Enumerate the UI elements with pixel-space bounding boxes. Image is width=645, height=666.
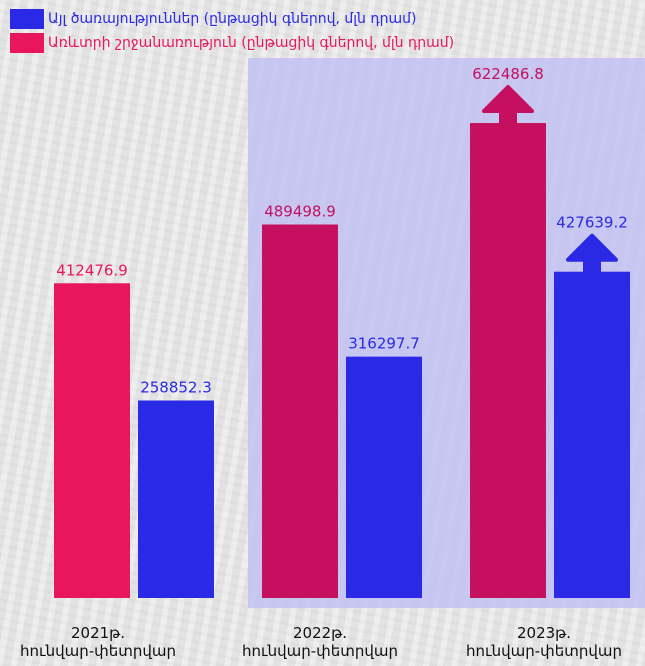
x-axis-label-2023: 2023թ. հունվար-փետրվար	[459, 624, 629, 660]
legend: Այլ ծառայություններ (ընթացիկ գներով, մլն…	[10, 8, 454, 56]
legend-swatch-other-services	[10, 9, 44, 29]
data-label: 258852.3	[140, 378, 212, 396]
data-label: 412476.9	[56, 261, 128, 279]
bar-trade-2	[470, 123, 546, 598]
legend-label-trade-turnover: Առևտրի շրջանառություն (ընթացիկ գներով, մ…	[48, 35, 455, 51]
data-label: 622486.8	[472, 65, 544, 83]
data-label: 316297.7	[348, 335, 420, 353]
growth-arrow-head	[566, 233, 618, 262]
legend-item-other-services: Այլ ծառայություններ (ընթացիկ գներով, մլն…	[10, 8, 454, 30]
x-axis-label-period: հունվար-փետրվար	[466, 642, 622, 660]
x-axis-label-2022: 2022թ. հունվար-փետրվար	[235, 624, 405, 660]
x-axis-label-year: 2023թ.	[516, 624, 572, 642]
x-axis-label-year: 2022թ.	[292, 624, 348, 642]
x-axis-label-period: հունվար-փետրվար	[242, 642, 398, 660]
legend-label-other-services: Այլ ծառայություններ (ընթացիկ գներով, մլն…	[48, 11, 417, 27]
legend-item-trade-turnover: Առևտրի շրջանառություն (ընթացիկ գներով, մ…	[10, 32, 454, 54]
data-label: 489498.9	[264, 203, 336, 221]
x-axis-label-year: 2021թ.	[70, 624, 126, 642]
x-axis-label-2021: 2021թ. հունվար-փետրվար	[13, 624, 183, 660]
x-axis-label-period: հունվար-փետրվար	[20, 642, 176, 660]
legend-swatch-trade-turnover	[10, 33, 44, 53]
data-label: 427639.2	[556, 214, 628, 232]
bar-services-1	[346, 356, 422, 598]
bar-trade-0	[54, 283, 130, 598]
bar-trade-1	[262, 224, 338, 599]
bar-services-0	[138, 400, 214, 598]
bar-services-2	[554, 271, 630, 598]
growth-arrow-head	[482, 85, 534, 114]
